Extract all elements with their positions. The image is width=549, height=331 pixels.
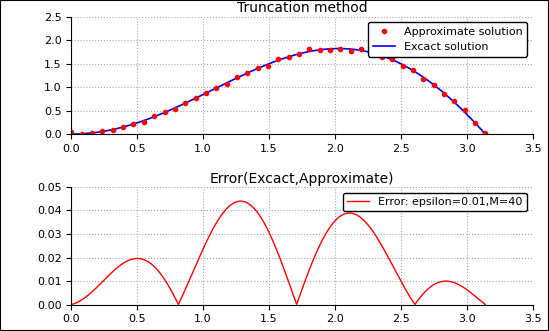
Approximate solution: [171, 107, 178, 111]
Approximate solution: [182, 101, 188, 105]
Error: epsilon=0.01,M=40: (3.05, 0.00411): epsilon=0.01,M=40: (3.05, 0.00411): [470, 293, 477, 297]
Approximate solution: [275, 57, 282, 61]
Approximate solution: [151, 114, 158, 118]
Approximate solution: [337, 47, 344, 51]
Approximate solution: [89, 131, 96, 135]
Error: epsilon=0.01,M=40: (2.48, 0.0127): epsilon=0.01,M=40: (2.48, 0.0127): [394, 273, 401, 277]
Line: Excact solution: Excact solution: [71, 49, 485, 134]
Excact solution: [267, 61, 274, 65]
Approximate solution: [120, 125, 126, 129]
Line: Approximate solution: Approximate solution: [67, 45, 490, 138]
Error: epsilon=0.01,M=40: (1.45, 0.0364): epsilon=0.01,M=40: (1.45, 0.0364): [259, 217, 265, 221]
Approximate solution: [378, 55, 385, 59]
Approximate solution: [203, 91, 209, 95]
Error: epsilon=0.01,M=40: (3.05, 0.00419): epsilon=0.01,M=40: (3.05, 0.00419): [470, 293, 477, 297]
Approximate solution: [368, 51, 375, 55]
Approximate solution: [358, 47, 365, 51]
Approximate solution: [389, 57, 395, 61]
Error: epsilon=0.01,M=40: (3.14, 1.17e-07): epsilon=0.01,M=40: (3.14, 1.17e-07): [482, 303, 489, 307]
Approximate solution: [99, 129, 106, 133]
Error: epsilon=0.01,M=40: (0, 0): epsilon=0.01,M=40: (0, 0): [68, 303, 75, 307]
Approximate solution: [141, 120, 147, 124]
Approximate solution: [223, 82, 230, 86]
Approximate solution: [461, 108, 468, 112]
Approximate solution: [410, 68, 416, 72]
Excact solution: [265, 62, 271, 66]
Approximate solution: [327, 48, 333, 52]
Error: epsilon=0.01,M=40: (1.53, 0.0271): epsilon=0.01,M=40: (1.53, 0.0271): [270, 239, 276, 243]
Excact solution: [68, 132, 75, 136]
Title: Truncation method: Truncation method: [237, 1, 367, 15]
Excact solution: [335, 47, 342, 51]
Approximate solution: [430, 83, 437, 87]
Approximate solution: [265, 64, 271, 68]
Approximate solution: [348, 49, 354, 53]
Approximate solution: [79, 132, 85, 136]
Approximate solution: [472, 121, 478, 125]
Excact solution: [408, 68, 415, 71]
Approximate solution: [68, 130, 75, 134]
Approximate solution: [420, 77, 427, 81]
Approximate solution: [441, 92, 447, 96]
Line: Error: epsilon=0.01,M=40: Error: epsilon=0.01,M=40: [71, 201, 485, 305]
Approximate solution: [451, 99, 457, 103]
Legend: Approximate solution, Excact solution: Approximate solution, Excact solution: [368, 22, 527, 57]
Error: epsilon=0.01,M=40: (0.16, 0.00557): epsilon=0.01,M=40: (0.16, 0.00557): [89, 289, 96, 293]
Approximate solution: [254, 66, 261, 70]
Approximate solution: [130, 122, 137, 126]
Approximate solution: [482, 131, 489, 135]
Excact solution: [473, 122, 479, 126]
Approximate solution: [213, 86, 220, 90]
Excact solution: [315, 48, 321, 52]
Approximate solution: [285, 55, 292, 59]
Approximate solution: [296, 52, 302, 56]
Approximate solution: [244, 71, 250, 75]
Approximate solution: [109, 128, 116, 132]
Excact solution: [482, 132, 489, 136]
Approximate solution: [316, 48, 323, 52]
Legend: Error: epsilon=0.01,M=40: Error: epsilon=0.01,M=40: [343, 193, 527, 212]
Title: Error(Excact,Approximate): Error(Excact,Approximate): [210, 172, 394, 186]
Approximate solution: [399, 64, 406, 68]
Approximate solution: [161, 110, 168, 114]
Approximate solution: [192, 96, 199, 100]
Excact solution: [292, 53, 299, 57]
Approximate solution: [306, 47, 313, 51]
Error: epsilon=0.01,M=40: (1.28, 0.044): epsilon=0.01,M=40: (1.28, 0.044): [237, 199, 244, 203]
Approximate solution: [234, 75, 240, 79]
